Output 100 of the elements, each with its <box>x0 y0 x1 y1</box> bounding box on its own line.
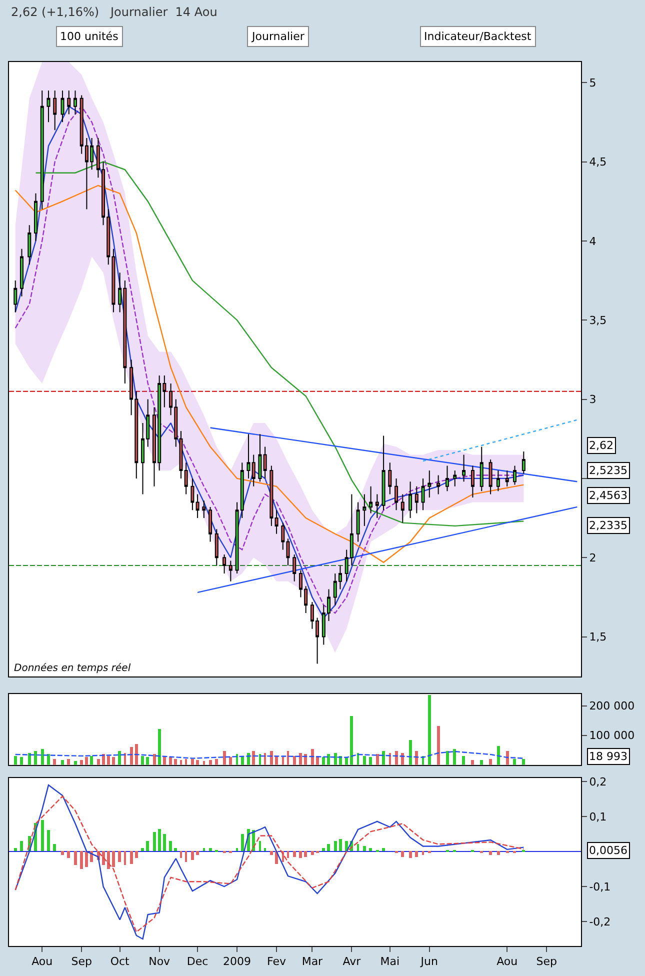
candlestick <box>222 554 226 574</box>
bar <box>497 746 500 765</box>
text: 2,2335 <box>589 519 628 532</box>
bar <box>146 841 149 852</box>
candlestick <box>408 481 412 519</box>
bar <box>376 754 379 765</box>
bar <box>264 753 266 765</box>
chart-title: 2,62 (+1,16%) Journalier 14 Aou <box>11 5 218 19</box>
candlestick <box>375 494 379 519</box>
bar <box>158 829 161 852</box>
bar <box>401 851 404 858</box>
candlestick <box>356 502 360 542</box>
y-tick-label: 2 <box>589 551 596 564</box>
bar <box>327 844 330 852</box>
bar <box>334 753 337 765</box>
text: Indicateur/Backtest <box>424 30 532 43</box>
candlestick <box>258 434 262 482</box>
bar <box>20 841 23 852</box>
y-tick-label: -0,2 <box>589 915 611 928</box>
x-tick-label: Nov <box>148 955 171 968</box>
line-series <box>14 184 524 563</box>
bar <box>350 716 353 765</box>
candlestick <box>453 470 457 487</box>
bar <box>241 834 244 852</box>
bar <box>141 756 144 765</box>
bar <box>41 820 44 852</box>
text: 0,0056 <box>589 844 628 857</box>
line-series <box>35 161 524 527</box>
candlestick <box>480 446 484 492</box>
bar <box>229 757 232 765</box>
bar <box>223 751 226 765</box>
bar <box>153 832 156 852</box>
bar <box>141 848 144 852</box>
bar <box>304 851 307 858</box>
candlestick <box>228 560 232 582</box>
candlestick <box>522 451 526 474</box>
bar <box>264 848 266 852</box>
bar <box>203 848 205 852</box>
bar <box>169 757 172 765</box>
y-tick-label: 3,5 <box>589 314 607 327</box>
bar <box>489 851 492 856</box>
bar <box>20 757 23 765</box>
candlestick <box>263 446 267 479</box>
bar <box>174 848 177 852</box>
candlestick <box>496 470 500 492</box>
bar <box>107 851 110 870</box>
bar <box>357 844 359 852</box>
bar <box>196 760 199 765</box>
candlestick <box>382 435 386 511</box>
bar <box>74 851 77 866</box>
candlestick <box>462 454 466 482</box>
candlestick <box>505 470 509 487</box>
bar <box>102 851 105 866</box>
candlestick <box>421 478 425 511</box>
candlestick <box>60 90 64 123</box>
bar <box>259 754 261 765</box>
text: 18 993 <box>589 750 628 763</box>
candlestick <box>414 486 418 514</box>
x-tick-label: Oct <box>110 955 130 968</box>
bar <box>97 759 100 765</box>
x-tick-label: Sep <box>536 955 557 968</box>
x-tick-label: Aou <box>496 955 518 968</box>
bar <box>513 759 516 765</box>
bar <box>14 848 17 852</box>
bar <box>67 851 70 858</box>
candlestick <box>208 506 212 542</box>
bar <box>422 851 424 856</box>
bar <box>287 851 289 858</box>
bar <box>322 848 325 852</box>
candlestick <box>394 478 398 511</box>
bar <box>67 759 70 765</box>
candlestick <box>196 494 200 519</box>
bar <box>130 747 133 765</box>
bar <box>163 834 166 852</box>
bar <box>428 695 431 765</box>
y-tick-label: 0,1 <box>589 810 607 824</box>
bar <box>293 851 296 858</box>
bar <box>196 851 199 856</box>
bar <box>382 751 385 765</box>
bar <box>480 760 483 765</box>
bar <box>415 851 418 858</box>
text: 2,5235 <box>589 464 628 477</box>
bar <box>236 754 238 765</box>
bar <box>409 851 412 858</box>
bar <box>522 759 525 765</box>
bar <box>53 844 56 852</box>
bar <box>506 751 509 765</box>
x-tick-label: Mar <box>302 955 324 968</box>
candlestick <box>369 486 373 514</box>
text: 2,4563 <box>589 489 628 502</box>
bar <box>311 851 314 856</box>
bar <box>339 839 342 852</box>
bar <box>462 756 465 765</box>
bar <box>61 760 64 765</box>
bar <box>415 751 418 765</box>
candlestick <box>362 494 366 526</box>
bar <box>345 841 348 852</box>
bar <box>61 851 64 856</box>
bar <box>191 759 194 765</box>
bar <box>135 744 138 765</box>
